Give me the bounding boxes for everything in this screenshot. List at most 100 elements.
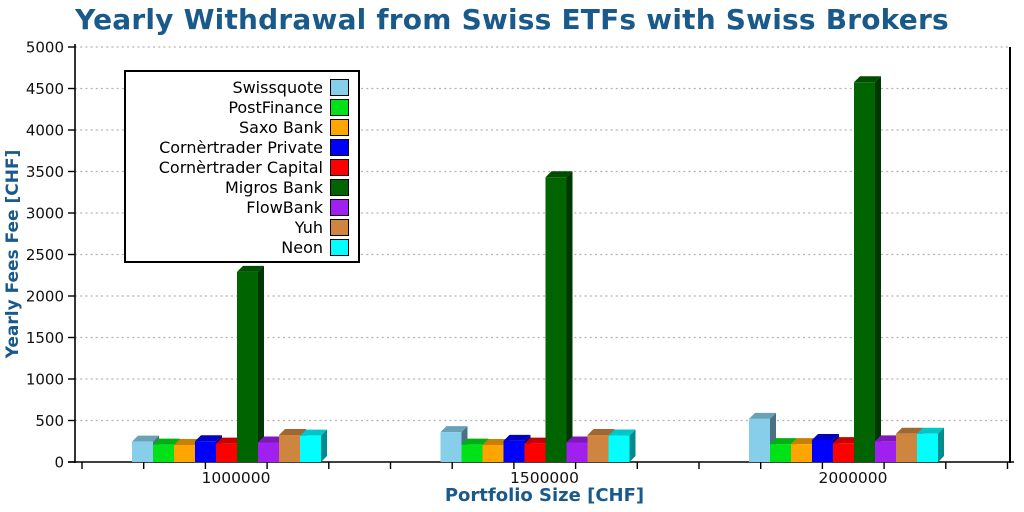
x-category-label: 1500000 xyxy=(510,469,579,487)
y-tick-label: 3000 xyxy=(26,205,64,223)
bar-top-face xyxy=(854,76,881,83)
legend-color-swatch xyxy=(330,98,349,116)
bar-migros-bank-1000000 xyxy=(237,265,264,462)
bar-front-face xyxy=(833,443,854,462)
bar-front-face xyxy=(749,418,770,462)
bar-top-face xyxy=(833,437,860,444)
bar-front-face xyxy=(854,82,875,463)
legend: Swissquote PostFinance Saxo Bank Cornèrtrad… xyxy=(124,70,360,263)
bar-top-face xyxy=(300,429,327,436)
bar-neon-2000000 xyxy=(917,427,944,462)
bar-top-face xyxy=(608,429,636,436)
bar-corn-rtrader-private-1500000 xyxy=(503,434,531,462)
legend-color-swatch xyxy=(330,158,349,176)
legend-color-swatch xyxy=(330,218,349,236)
bar-front-face xyxy=(917,433,938,462)
bar-front-face xyxy=(545,177,567,462)
legend-item-label: Migros Bank xyxy=(224,177,323,197)
bar-migros-bank-2000000 xyxy=(854,76,881,463)
bar-top-face xyxy=(440,426,468,433)
bar-front-face xyxy=(237,271,258,462)
bar-front-face xyxy=(875,441,896,462)
bar-top-face xyxy=(917,427,944,434)
bar-top-face xyxy=(461,438,489,445)
y-tick-label: 3500 xyxy=(26,163,64,181)
y-tick-label: 4500 xyxy=(26,80,64,98)
bar-front-face xyxy=(770,444,791,462)
legend-item-corn-rtrader-private: Cornèrtrader Private xyxy=(130,137,352,157)
bar-front-face xyxy=(258,442,279,462)
legend-item-migros-bank: Migros Bank xyxy=(130,177,352,197)
bar-front-face xyxy=(461,444,483,462)
bar-front-face xyxy=(524,443,546,462)
legend-item-neon: Neon xyxy=(130,237,352,257)
bar-top-face xyxy=(482,438,510,445)
chart-title: Yearly Withdrawal from Swiss ETFs with S… xyxy=(75,3,949,36)
legend-item-flowbank: FlowBank xyxy=(130,197,352,217)
bar-neon-1000000 xyxy=(300,429,327,462)
bar-front-face xyxy=(153,444,174,462)
bar-top-face xyxy=(279,429,306,436)
bar-front-face xyxy=(195,441,216,462)
bar-front-face xyxy=(174,444,195,462)
bar-top-face xyxy=(587,429,615,436)
bar-front-face xyxy=(132,441,153,462)
bar-side-face xyxy=(566,171,573,462)
bar-front-face xyxy=(608,435,630,462)
bar-top-face xyxy=(237,265,264,272)
legend-item-label: Yuh xyxy=(294,217,323,237)
bar-top-face xyxy=(875,435,902,442)
bar-top-face xyxy=(524,437,552,444)
legend-color-swatch xyxy=(330,198,349,216)
y-tick-label: 0 xyxy=(54,454,64,472)
bar-front-face xyxy=(791,444,812,462)
bar-front-face xyxy=(440,432,462,462)
legend-item-label: Swissquote xyxy=(232,77,323,97)
bar-front-face xyxy=(216,443,237,462)
bar-top-face xyxy=(503,434,531,441)
bar-front-face xyxy=(482,444,504,462)
bar-top-face xyxy=(174,438,201,445)
legend-item-label: FlowBank xyxy=(246,197,323,217)
bar-top-face xyxy=(153,438,180,445)
bar-top-face xyxy=(812,434,839,441)
y-tick-label: 2000 xyxy=(26,288,64,306)
bar-front-face xyxy=(812,440,833,462)
bar-side-face xyxy=(321,429,327,462)
legend-item-label: Saxo Bank xyxy=(239,117,323,137)
legend-color-swatch xyxy=(330,238,349,256)
y-tick-label: 1500 xyxy=(26,329,64,347)
bar-side-face xyxy=(258,265,264,462)
bar-top-face xyxy=(258,436,285,443)
legend-item-yuh: Yuh xyxy=(130,217,352,237)
y-tick-label: 4000 xyxy=(26,122,64,140)
legend-color-swatch xyxy=(330,78,349,96)
bar-top-face xyxy=(791,438,818,445)
legend-item-label: PostFinance xyxy=(228,97,323,117)
bar-side-face xyxy=(629,429,636,462)
y-tick-label: 5000 xyxy=(26,39,64,57)
legend-item-saxo-bank: Saxo Bank xyxy=(130,117,352,137)
legend-item-postfinance: PostFinance xyxy=(130,97,352,117)
bar-side-face xyxy=(875,76,881,463)
y-tick-label: 1000 xyxy=(26,371,64,389)
bar-front-face xyxy=(300,435,321,462)
bar-top-face xyxy=(749,412,776,419)
bar-front-face xyxy=(279,435,300,462)
bar-top-face xyxy=(770,438,797,445)
legend-color-swatch xyxy=(330,178,349,196)
legend-color-swatch xyxy=(330,138,349,156)
bar-front-face xyxy=(503,440,525,462)
bar-top-face xyxy=(195,435,222,442)
bar-front-face xyxy=(566,442,588,462)
y-tick-label: 500 xyxy=(35,412,64,430)
bar-migros-bank-1500000 xyxy=(545,171,573,462)
legend-color-swatch xyxy=(330,118,349,136)
legend-item-label: Cornèrtrader Capital xyxy=(158,157,323,177)
bar-top-face xyxy=(545,171,573,178)
bar-top-face xyxy=(216,437,243,444)
x-axis-label: Portfolio Size [CHF] xyxy=(444,485,645,506)
bar-side-face xyxy=(938,427,944,462)
